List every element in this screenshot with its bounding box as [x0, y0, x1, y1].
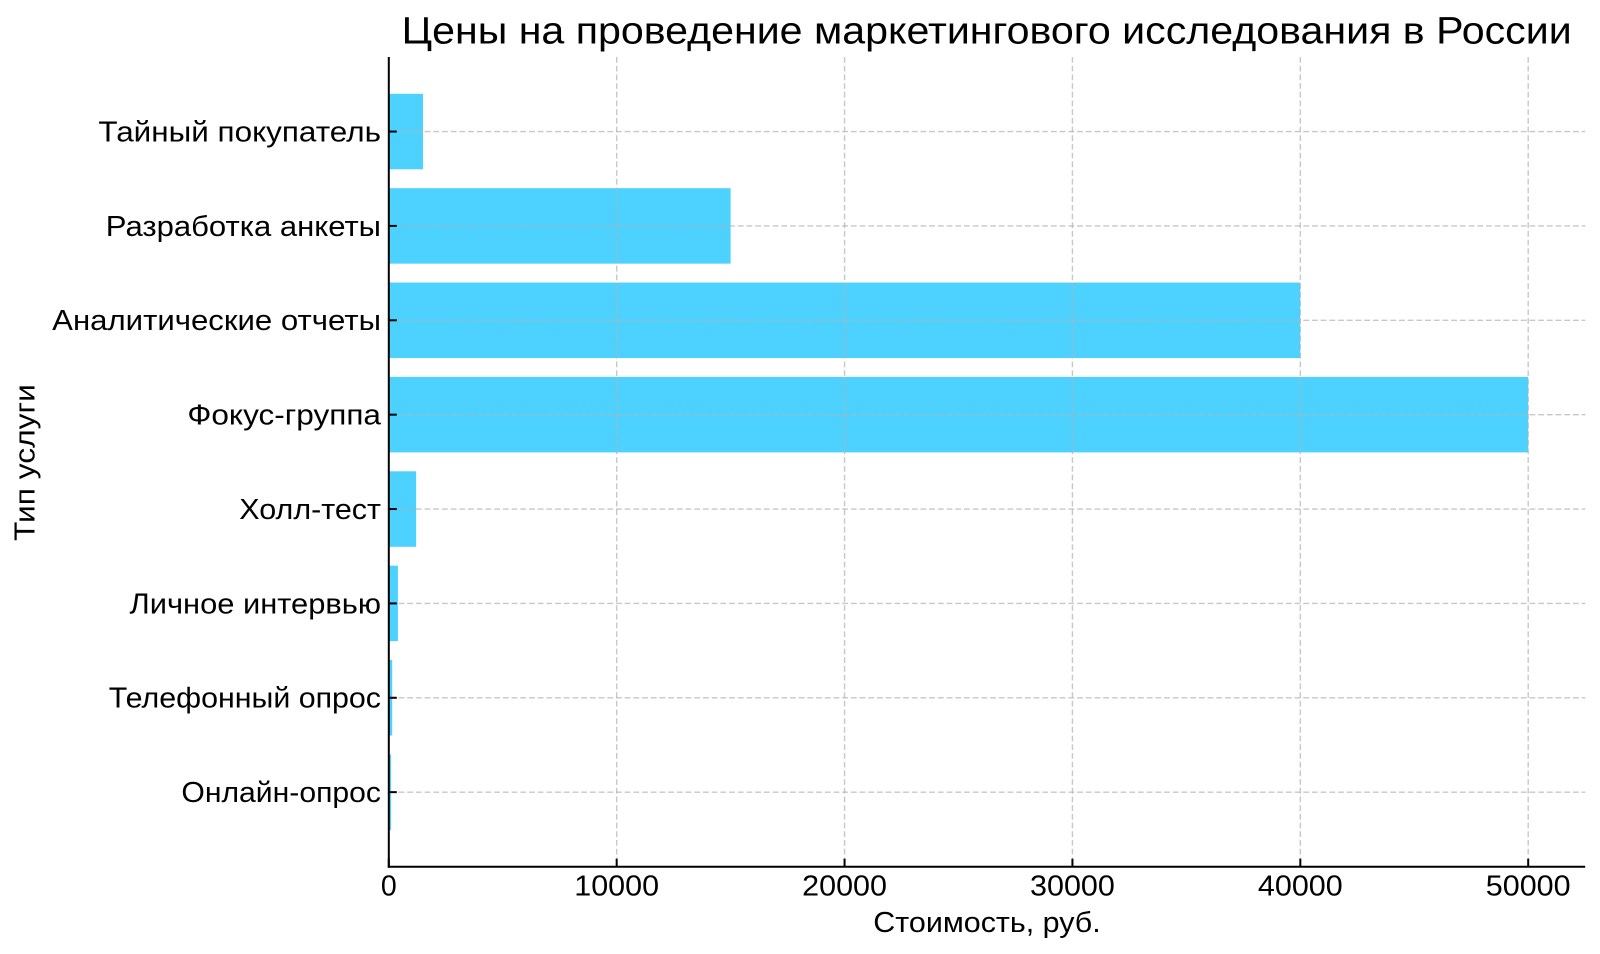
svg-text:Личное интервью: Личное интервью — [130, 588, 382, 620]
svg-text:Тайный покупатель: Тайный покупатель — [98, 116, 381, 148]
svg-text:Цены на проведение маркетингов: Цены на проведение маркетингового исслед… — [402, 10, 1572, 52]
svg-text:Холл-тест: Холл-тест — [239, 494, 381, 526]
svg-text:40000: 40000 — [1258, 870, 1343, 902]
svg-text:Телефонный опрос: Телефонный опрос — [109, 683, 381, 715]
svg-text:Тип услуги: Тип услуги — [10, 384, 42, 541]
svg-text:30000: 30000 — [1030, 870, 1115, 902]
svg-text:10000: 10000 — [574, 870, 659, 902]
svg-text:50000: 50000 — [1486, 870, 1571, 902]
svg-text:Фокус-группа: Фокус-группа — [187, 400, 381, 432]
svg-text:Онлайн-опрос: Онлайн-опрос — [181, 777, 381, 809]
svg-text:Стоимость, руб.: Стоимость, руб. — [873, 907, 1100, 939]
svg-text:Разработка анкеты: Разработка анкеты — [106, 211, 381, 243]
svg-text:20000: 20000 — [802, 870, 887, 902]
svg-text:Аналитические отчеты: Аналитические отчеты — [52, 305, 381, 337]
svg-text:0: 0 — [381, 870, 397, 902]
